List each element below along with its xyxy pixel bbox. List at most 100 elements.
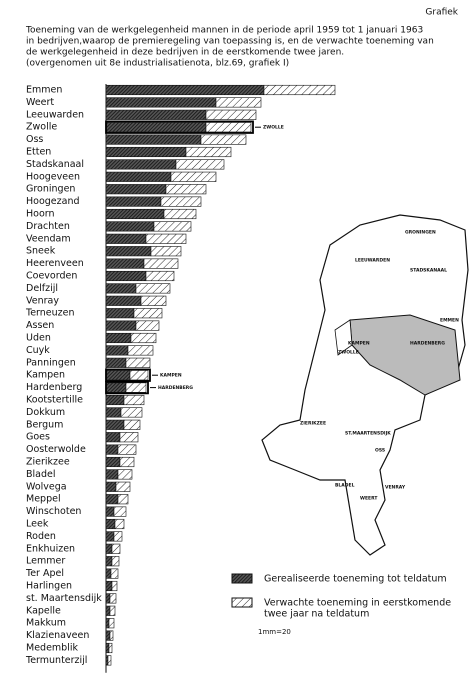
bar-segment	[105, 233, 147, 244]
category-label: Oss	[26, 134, 43, 145]
bar-segment	[111, 580, 118, 592]
bar-segment	[105, 618, 110, 629]
bar-segment	[105, 308, 135, 319]
bar-segment	[145, 270, 175, 282]
bar-segment	[105, 320, 137, 331]
bar-segment	[263, 84, 336, 96]
bar-segment	[105, 456, 121, 468]
bar-segment	[125, 357, 151, 368]
bar-segment	[105, 605, 111, 616]
bar-segment	[105, 122, 207, 133]
map-label: KAMPEN	[348, 341, 370, 347]
annotation-box	[105, 380, 149, 395]
category-label: Lemmer	[26, 556, 65, 567]
category-label: Uden	[26, 333, 51, 344]
legend-label: Gerealiseerde toeneming tot teldatum	[264, 574, 447, 585]
category-label: Stadskanaal	[26, 159, 84, 170]
bar-segment	[105, 84, 265, 96]
bar-segment	[163, 208, 197, 220]
map-label: WEERT	[360, 496, 378, 502]
bar-segment	[105, 444, 119, 455]
bar-segment	[105, 221, 155, 232]
bar-segment	[105, 382, 127, 393]
category-label: Zwolle	[26, 122, 57, 133]
category-label: Terneuzen	[25, 308, 75, 319]
bar-segment	[105, 345, 129, 356]
bar-segment	[105, 370, 131, 381]
category-label: Drachten	[26, 221, 70, 232]
bar-segment	[111, 543, 121, 554]
category-label: Etten	[26, 147, 51, 158]
header-label: Grafiek	[425, 8, 458, 18]
category-label: st. Maartensdijk	[26, 593, 102, 604]
category-label: Bladel	[26, 469, 56, 480]
map: KAMPEN ZWOLLE HARDENBERG EMMEN GRONINGEN…	[261, 214, 469, 556]
bar-segment	[130, 332, 157, 344]
bar-segment	[143, 258, 179, 269]
bar-segment	[110, 568, 119, 579]
scale-note: 1mm=20	[258, 628, 291, 636]
bar-segment	[123, 394, 145, 406]
map-label: LEEUWARDEN	[355, 258, 390, 264]
annotation-label: ZWOLLE	[263, 125, 284, 131]
category-label: Hoorn	[26, 209, 55, 220]
bar-segment	[140, 295, 167, 306]
category-label: Leeuwarden	[26, 109, 84, 120]
bar-segment	[105, 171, 172, 182]
bar-segment	[105, 506, 115, 517]
bar-segment	[105, 655, 109, 666]
category-label: Wolvega	[26, 481, 67, 492]
bar-segment	[105, 580, 113, 592]
bar-segment	[105, 630, 111, 641]
bar-segment	[133, 308, 163, 319]
bar-segment	[105, 556, 113, 567]
category-label: Winschoten	[26, 506, 81, 517]
map-label: VENRAY	[385, 485, 406, 491]
bar-segment	[117, 469, 133, 480]
title-line: de werkgelegenheid in deze bedrijven in …	[26, 48, 344, 58]
map-label: EMMEN	[440, 318, 459, 324]
bar-segment	[145, 233, 187, 244]
category-label: Sneek	[26, 246, 56, 257]
category-label: Panningen	[26, 357, 76, 368]
bar-segment	[105, 146, 187, 158]
bar-segment	[205, 109, 257, 120]
category-label: Bergum	[26, 419, 63, 430]
category-label: Hardenberg	[26, 382, 82, 393]
bar-segment	[105, 295, 142, 306]
bar-segment	[105, 642, 110, 654]
bar-segment	[160, 196, 202, 207]
category-label: Veendam	[26, 233, 71, 244]
map-label: ZWOLLE	[338, 350, 359, 356]
bar-segment	[153, 221, 192, 232]
annotation-box	[105, 120, 254, 134]
bar-segment	[105, 357, 127, 368]
bar-segment	[105, 407, 122, 418]
bar-segment	[105, 432, 121, 443]
bar-segment	[170, 171, 217, 182]
category-label: Ter Apel	[25, 568, 64, 579]
category-label: Venray	[26, 295, 59, 306]
category-label: Kampen	[26, 370, 65, 381]
legend-label: twee jaar na teldatum	[264, 609, 369, 620]
legend-label: Verwachte toeneming in eerstkomende	[264, 598, 451, 609]
category-label: Zierikzee	[26, 457, 70, 468]
bar-segment	[108, 642, 113, 654]
map-label: ST.MAARTENSDIJK	[345, 431, 391, 437]
bar-segment	[105, 159, 177, 170]
bar-segment	[120, 407, 143, 418]
category-label: Hoogeveen	[26, 171, 80, 182]
map-label: OSS	[375, 448, 385, 454]
category-label: Harlingen	[26, 581, 72, 592]
category-label: Medemblik	[26, 643, 78, 654]
bar-segment	[105, 419, 125, 430]
bar-segment	[105, 258, 145, 269]
category-label: Klazienaveen	[26, 630, 89, 641]
map-label: ZIERIKZEE	[300, 421, 326, 427]
bar-segment	[150, 246, 182, 257]
map-label: HARDENBERG	[410, 341, 445, 347]
bar-segment	[165, 184, 207, 195]
bar-segment	[113, 531, 123, 542]
bar-segment	[109, 593, 117, 604]
